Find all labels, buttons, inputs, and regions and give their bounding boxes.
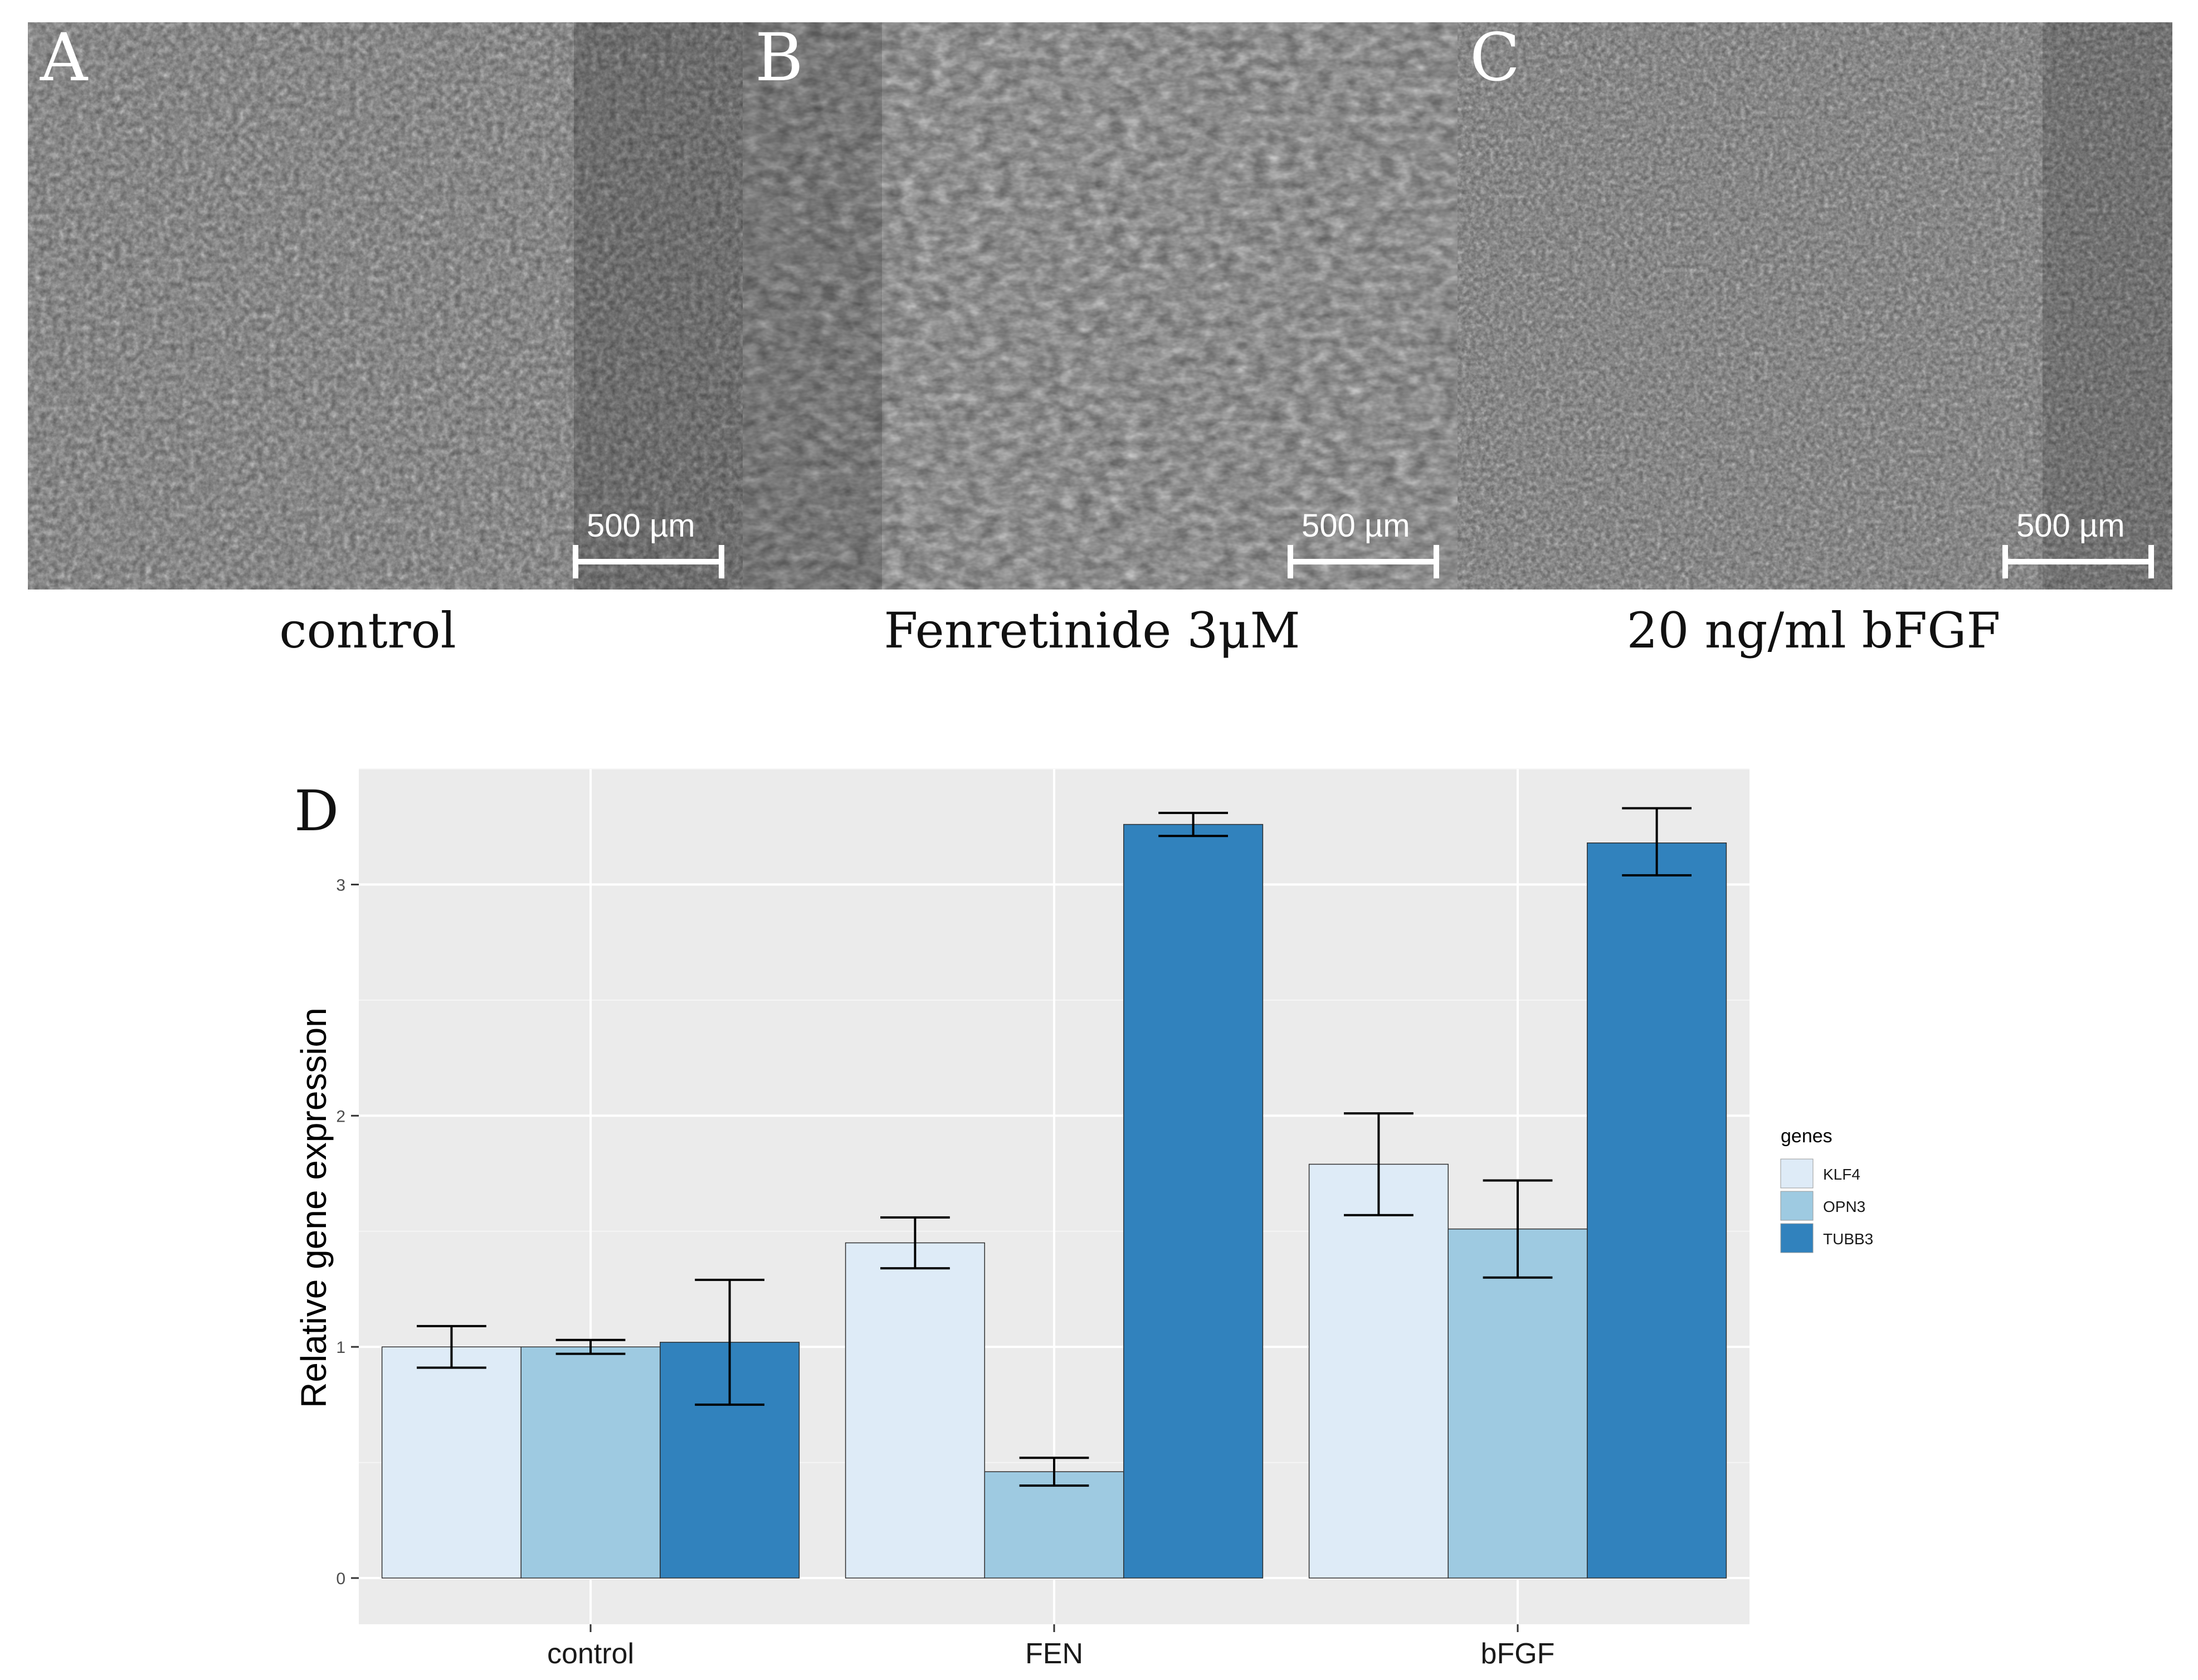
scale-bar [1288, 545, 1439, 578]
y-tick-label: 1 [336, 1338, 345, 1357]
scale-bar [2002, 545, 2154, 578]
bar-opn3-fen [984, 1471, 1124, 1579]
panel-letter: B [755, 22, 803, 96]
y-axis-title: Relative gene expression [294, 1007, 334, 1408]
bars [381, 807, 1727, 1579]
bar-klf4-fen [845, 1242, 985, 1579]
legend-label-tubb3: TUBB3 [1823, 1230, 1873, 1248]
legend: genes KLF4 OPN3 TUBB3 [1780, 1126, 1873, 1253]
x-tick-label: control [547, 1638, 634, 1670]
cell-texture [1458, 22, 2172, 590]
caption-control: control [279, 602, 456, 659]
bar-klf4-control [381, 1346, 522, 1579]
axes: 0 1 2 3 control FEN bFGF Relative gene expressi… [294, 876, 1554, 1670]
x-tick-label: bFGF [1481, 1638, 1555, 1670]
bar-tubb3-fen [1123, 824, 1264, 1579]
panel-letter: A [40, 22, 88, 96]
y-tick-label: 0 [336, 1570, 345, 1588]
caption-bfgf: 20 ng/ml bFGF [1626, 602, 2001, 659]
bar-opn3-bfgf [1448, 1228, 1588, 1579]
legend-label-klf4: KLF4 [1823, 1166, 1860, 1183]
scale-bar-label: 500 µm [2016, 508, 2125, 544]
panel-letter-d: D [294, 778, 339, 844]
bar-chart: D 0 1 2 3 control FEN bFGF Relative gene expres… [294, 768, 1873, 1670]
scale-bar-label: 500 µm [587, 508, 695, 544]
scale-bar [573, 545, 724, 578]
micrograph-control: A 500 µm [28, 22, 743, 590]
micrograph-bfgf: C 500 µm [1458, 22, 2172, 590]
bar-klf4-bfgf [1308, 1163, 1449, 1579]
legend-key-opn3 [1780, 1191, 1814, 1221]
legend-label-opn3: OPN3 [1823, 1198, 1865, 1215]
caption-fenretinide: Fenretinide 3μM [884, 602, 1300, 659]
panel-letter: C [1470, 22, 1520, 96]
cell-texture [28, 22, 743, 590]
bar-tubb3-bfgf [1587, 843, 1727, 1579]
legend-key-tubb3 [1780, 1223, 1814, 1253]
bar-opn3-control [520, 1346, 661, 1579]
y-tick-label: 2 [336, 1107, 345, 1126]
cell-texture [743, 22, 1458, 590]
micrograph-fenretinide: B 500 µm [743, 22, 1458, 590]
scale-bar-label: 500 µm [1302, 508, 1410, 544]
legend-key-klf4 [1780, 1158, 1814, 1189]
legend-title: genes [1781, 1126, 1833, 1147]
x-tick-label: FEN [1025, 1638, 1083, 1670]
y-tick-label: 3 [336, 876, 345, 894]
